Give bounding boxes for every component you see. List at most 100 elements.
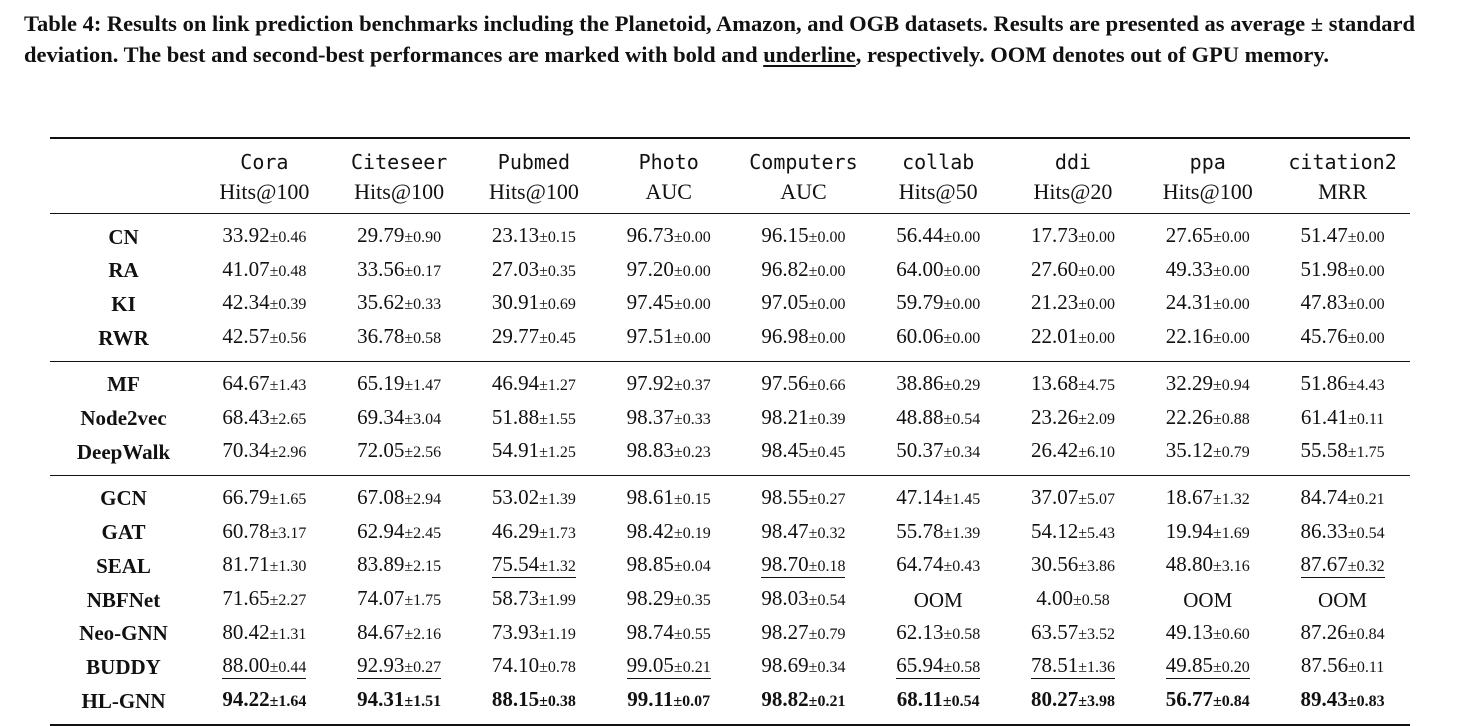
result-cell: 42.34±0.39 — [197, 287, 332, 321]
result-value: 60.06±0.00 — [896, 324, 980, 348]
mean-value: 29.77 — [491, 324, 540, 349]
model-name: Neo-GNN — [79, 621, 168, 646]
result-value: 53.02±1.39 — [492, 485, 576, 509]
table-row: GCN 66.79±1.65 67.08±2.94 53.02±1.39 98.61±0… — [50, 474, 1410, 516]
result-cell: 49.13±0.60 — [1140, 617, 1275, 651]
mean-value: 98.29 — [626, 586, 674, 611]
result-value: 71.65±2.27 — [222, 586, 306, 610]
std-value: ±2.15 — [404, 558, 442, 576]
result-value: 60.78±3.17 — [222, 519, 306, 543]
mean-value: 73.93 — [491, 619, 540, 644]
std-value: ±0.54 — [1347, 524, 1385, 542]
result-value: 88.15±0.38 — [492, 687, 576, 711]
mean-value: 54.91 — [491, 438, 540, 463]
result-value: 46.29±1.73 — [492, 519, 576, 543]
result-cell: 74.07±1.75 — [332, 583, 467, 617]
std-value: ±2.09 — [1078, 410, 1115, 428]
result-cell: OOM — [1275, 583, 1410, 617]
result-cell: 27.60±0.00 — [1006, 254, 1141, 288]
result-value: 73.93±1.19 — [492, 620, 576, 644]
mean-value: 17.73 — [1030, 223, 1079, 247]
result-value: 87.26±0.84 — [1301, 620, 1385, 644]
mean-value: 61.41 — [1300, 404, 1349, 429]
result-cell: 26.42±6.10 — [1006, 435, 1141, 475]
result-cell: 49.33±0.00 — [1140, 254, 1275, 288]
result-cell: 87.67±0.32 — [1275, 549, 1410, 583]
mean-value: 96.73 — [626, 223, 674, 247]
std-value: ±0.19 — [673, 524, 711, 542]
result-cell: 68.43±2.65 — [197, 402, 332, 436]
result-cell: 35.12±0.79 — [1140, 435, 1275, 475]
std-value: ±0.39 — [808, 410, 846, 428]
result-cell: 51.47±0.00 — [1275, 214, 1410, 254]
std-value: ±3.17 — [269, 524, 307, 542]
std-value: ±0.55 — [673, 625, 711, 643]
std-value: ±2.56 — [404, 444, 442, 462]
std-value: ±0.00 — [808, 330, 846, 348]
result-cell: 47.14±1.45 — [870, 474, 1006, 516]
dataset-name: ppa — [1189, 150, 1226, 174]
result-cell: 22.16±0.00 — [1140, 321, 1275, 361]
mean-value: 35.62 — [357, 290, 405, 315]
result-cell: 24.31±0.00 — [1140, 287, 1275, 321]
result-value: 98.69±0.34 — [761, 653, 845, 677]
result-value: 80.42±1.31 — [222, 620, 306, 644]
std-value: ±0.00 — [1212, 229, 1250, 246]
result-cell: 98.21±0.39 — [736, 402, 871, 436]
result-cell: 87.56±0.11 — [1275, 650, 1410, 684]
result-cell: OOM — [871, 583, 1006, 617]
std-value: ±0.21 — [1347, 490, 1385, 508]
result-value: 33.92±0.46 — [222, 223, 306, 247]
dataset-name: Photo — [638, 150, 699, 174]
result-value: 48.80±3.16 — [1166, 552, 1250, 576]
result-cell: 86.33±0.54 — [1275, 516, 1410, 550]
result-value: 99.05±0.21 — [626, 653, 711, 680]
mean-value: 67.08 — [357, 484, 405, 509]
result-value: 88.00±0.44 — [222, 653, 307, 680]
metric-name: AUC — [780, 179, 827, 204]
table-row: RA 41.07±0.48 33.56±0.17 27.03±0.35 97.20±0.… — [50, 254, 1410, 288]
result-value: 98.61±0.15 — [627, 485, 711, 509]
mean-value: 98.61 — [626, 484, 674, 509]
std-value: ±0.04 — [673, 558, 711, 576]
std-value: ±1.30 — [269, 558, 307, 576]
result-value: 55.58±1.75 — [1301, 438, 1385, 462]
mean-value: 4.00 — [1036, 586, 1073, 611]
mean-value: 75.54 — [491, 552, 540, 577]
mean-value: 74.07 — [357, 586, 405, 611]
result-value: 56.44±0.00 — [896, 223, 980, 247]
result-cell: 73.93±1.19 — [467, 617, 602, 651]
result-value: 29.79±0.90 — [357, 223, 441, 247]
std-value: ±0.33 — [673, 410, 711, 428]
std-value: ±0.34 — [943, 444, 981, 462]
std-value: ±2.45 — [404, 524, 442, 542]
model-name: HL-GNN — [50, 684, 197, 726]
result-value: 29.77±0.45 — [492, 324, 576, 348]
result-cell: 88.00±0.44 — [197, 650, 332, 684]
result-value: 27.60±0.00 — [1031, 257, 1115, 281]
result-cell: 32.29±0.94 — [1140, 360, 1276, 402]
result-cell: 67.08±2.94 — [331, 474, 467, 516]
result-value: 42.57±0.56 — [222, 324, 306, 348]
result-value: 22.16±0.00 — [1166, 324, 1250, 348]
std-value: ±0.20 — [1212, 659, 1250, 677]
result-cell: 46.29±1.73 — [467, 516, 602, 550]
std-value: ±0.00 — [673, 229, 711, 246]
std-value: ±0.00 — [1078, 330, 1115, 348]
mean-value: 27.65 — [1165, 223, 1213, 247]
std-value: ±0.37 — [673, 376, 711, 394]
column-header: ddi Hits@20 — [1005, 137, 1141, 214]
result-cell: 27.03±0.35 — [467, 254, 602, 288]
result-cell: 98.29±0.35 — [601, 583, 736, 617]
mean-value: 33.56 — [357, 256, 405, 281]
std-value: ±1.45 — [943, 490, 981, 508]
result-value: 97.20±0.00 — [627, 257, 711, 281]
result-value: 81.71±1.30 — [222, 552, 306, 576]
result-value: 70.34±2.96 — [222, 438, 306, 462]
result-cell: 94.22±1.64 — [197, 684, 332, 726]
mean-value: 88.00 — [222, 653, 270, 678]
std-value: ±1.55 — [539, 410, 576, 428]
result-cell: 35.62±0.33 — [332, 287, 467, 321]
std-value: ±0.58 — [404, 330, 442, 348]
result-cell: 98.82±0.21 — [736, 684, 871, 726]
